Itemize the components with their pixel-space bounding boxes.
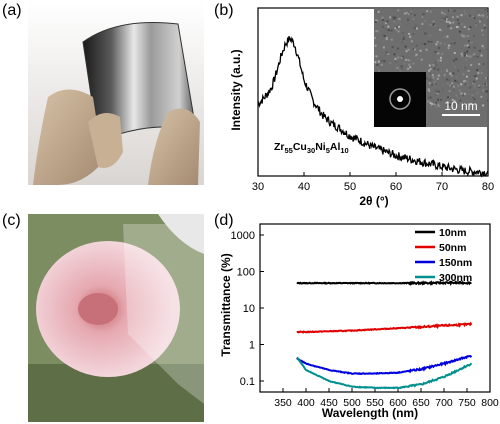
xrd-chart: Intensity (a.u.) 2θ (°) 30 40 50 60 70 80 10 … [229, 7, 494, 208]
x-tick-label: 750 [458, 397, 476, 409]
x-tick-label: 80 [482, 181, 494, 193]
x-axis-label: 2θ (°) [359, 194, 388, 208]
x-tick-label: 550 [366, 397, 384, 409]
legend-label: 50nm [439, 242, 466, 254]
rose-transparency-photo [28, 214, 204, 422]
x-tick-label: 60 [390, 181, 402, 193]
legend-label: 150nm [439, 257, 472, 269]
inset-scale-label: 10 nm [444, 99, 477, 113]
plot-frame [257, 7, 489, 177]
x-tick-label: 500 [343, 397, 361, 409]
series-line-10nm [296, 280, 472, 287]
x-tick-label: 600 [389, 397, 407, 409]
series-line-50nm [296, 321, 473, 334]
composition-annotation: Zr55Cu30Ni5Al10 [274, 141, 349, 155]
y-tick-label: 1 [249, 340, 255, 352]
series-line-300nm [296, 356, 473, 390]
y-tick-label: 100 [237, 266, 255, 278]
x-tick-label: 40 [298, 181, 310, 193]
panel-label-d: (d) [214, 212, 234, 229]
x-tick-label: 50 [344, 181, 356, 193]
panel-label-a: (a) [2, 2, 22, 19]
panel-label-c: (c) [2, 212, 21, 229]
y-tick-label: 10 [243, 303, 255, 315]
flexible-film-photo [28, 2, 204, 185]
x-tick-label: 800 [481, 397, 499, 409]
y-axis-label: Intensity (a.u.) [229, 49, 243, 130]
legend-label: 300nm [439, 272, 472, 284]
x-axis-label: Wavelength (nm) [322, 406, 418, 420]
x-tick-label: 30 [252, 181, 264, 193]
hrtem-inset: 10 nm [374, 9, 488, 127]
series-line-150nm [296, 354, 473, 376]
x-tick-label: 350 [274, 397, 292, 409]
xrd-series-line [257, 36, 489, 178]
panel-label-b: (b) [214, 2, 234, 19]
y-axis-label: Transmittance (%) [219, 253, 233, 356]
y-tick-label: 0.1 [240, 376, 255, 388]
x-tick-label: 700 [435, 397, 453, 409]
x-tick-label: 400 [297, 397, 315, 409]
x-tick-label: 650 [412, 397, 430, 409]
x-tick-label: 450 [320, 397, 338, 409]
x-tick-label: 70 [436, 181, 448, 193]
legend-label: 10nm [439, 227, 466, 239]
transmittance-chart: Transmittance (%) Wavelength (nm) 0.1 1 10… [219, 223, 499, 420]
legend: 10nm 50nm 150nm 300nm [415, 227, 472, 284]
y-tick-label: 1000 [231, 230, 255, 242]
